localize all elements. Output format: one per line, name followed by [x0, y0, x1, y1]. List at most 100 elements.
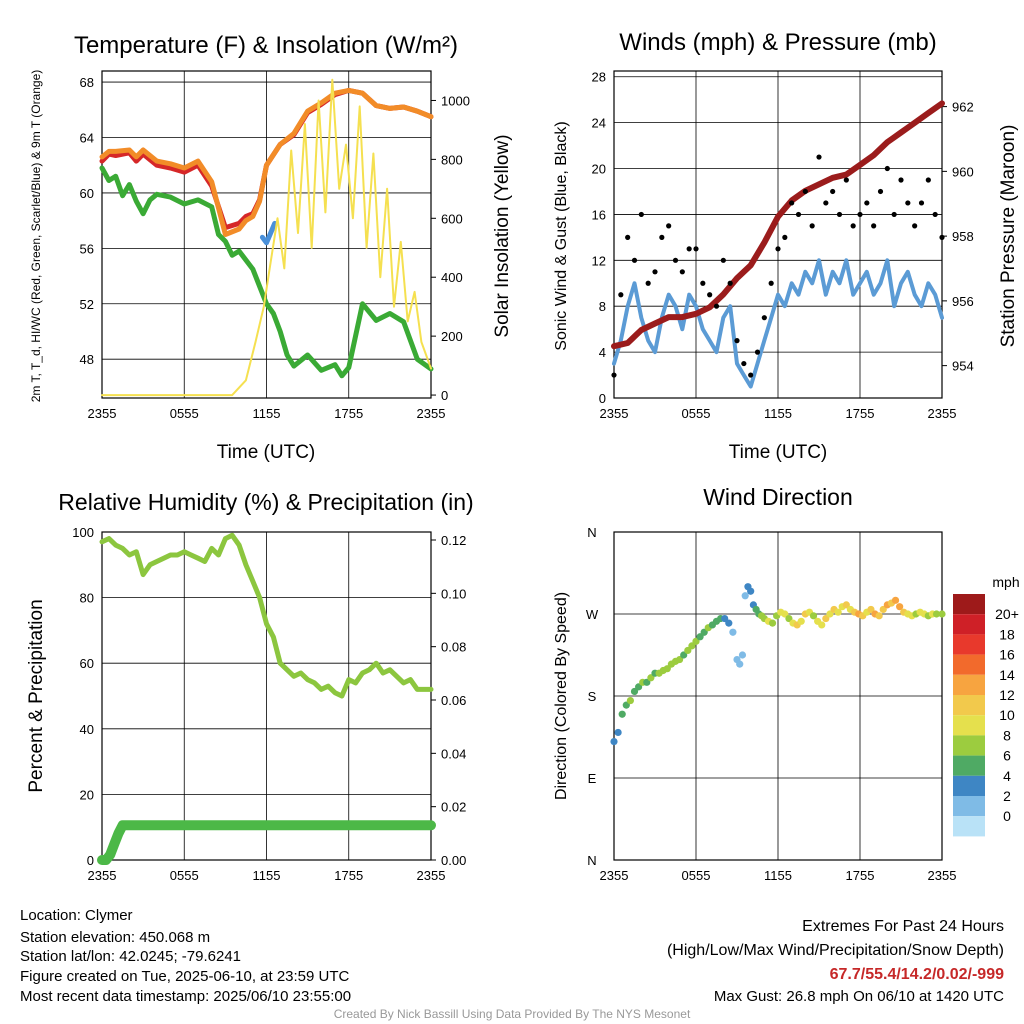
dir-y-axis-label-left: Direction (Colored By Speed) [553, 592, 570, 800]
dir-point [747, 587, 755, 595]
wind-y-axis-label-left: Sonic Wind & Gust (Blue, Black) [553, 121, 570, 350]
rh-y-tick-label-left: 40 [80, 722, 94, 737]
wind-y-tick-label-right: 960 [952, 164, 974, 179]
wind-y-tick-label-left: 28 [592, 70, 606, 85]
wind-x-axis-label: Time (UTC) [729, 442, 828, 463]
temp-chart-title: Temperature (F) & Insolation (W/m²) [74, 32, 458, 59]
temp-y-tick-label-left: 56 [80, 241, 94, 256]
temp-x-tick-label: 1755 [334, 406, 363, 421]
dir-point [738, 651, 747, 659]
legend-swatch [953, 634, 985, 655]
legend-swatch [953, 594, 985, 615]
legend-swatch [953, 715, 985, 736]
dir-point [797, 617, 805, 625]
dir-y-tick-label: N [587, 853, 596, 868]
rh-y-tick-label-left: 0 [87, 853, 94, 868]
wind-gust-point [789, 200, 795, 206]
dir-point [875, 612, 883, 620]
wind-gust-point [809, 223, 815, 229]
dir-x-tick-label: 2355 [600, 868, 629, 883]
wind-gust-point [823, 200, 829, 206]
wind-gust-point [618, 292, 624, 298]
temp-y-tick-label-left: 48 [80, 352, 94, 367]
temp-x-tick-label: 1155 [253, 406, 281, 421]
wind-gust-point [864, 200, 870, 206]
wind-gust-point [720, 257, 726, 263]
dir-point [736, 660, 744, 668]
wind-y-axis-label-right: Station Pressure (Maroon) [998, 125, 1019, 348]
rh-series-line-0 [99, 532, 434, 699]
wind-x-tick-label: 2355 [928, 406, 957, 421]
temp-x-tick-label: 2355 [88, 406, 117, 421]
rh-y-tick-label-left: 100 [72, 525, 94, 540]
temp-x-tick-label: 2355 [417, 406, 446, 421]
legend-swatch [953, 674, 985, 695]
wind-gust-point [816, 154, 822, 160]
dir-point [896, 603, 904, 611]
wind-y-tick-label-right: 962 [952, 100, 974, 115]
dir-point [610, 737, 618, 746]
temp-y-axis-label-right: Solar Insolation (Yellow) [492, 134, 513, 337]
temp-y-tick-label-right: 600 [441, 211, 463, 226]
dir-point [891, 596, 900, 604]
wind-gust-point [625, 234, 631, 240]
dir-point [834, 608, 842, 616]
wind-gust-point [611, 372, 617, 378]
wind-gust-point [795, 211, 802, 218]
legend-label: 0 [1003, 808, 1011, 824]
temp-y-tick-label-right: 0 [441, 388, 448, 403]
temp-x-tick-label: 0555 [170, 406, 199, 421]
rh-y-tick-label-left: 80 [80, 591, 94, 606]
dir-x-tick-label: 1155 [764, 868, 792, 883]
rh-series-line-1 [97, 820, 436, 865]
wind-gust-point [912, 223, 918, 229]
dir-point [938, 610, 946, 618]
dir-point [626, 696, 635, 705]
wind-gust-point [734, 338, 740, 344]
legend-title: mph [992, 574, 1019, 590]
temp-series-line-3 [259, 220, 278, 246]
legend-label: 6 [1003, 748, 1011, 764]
wind-gust-point [768, 280, 774, 286]
wind-gust-point [898, 177, 904, 183]
rh-y-tick-label-left: 20 [80, 787, 94, 802]
dir-point [725, 619, 733, 627]
wind-gust-point [932, 211, 938, 218]
credit-line: Created By Nick Bassill Using Data Provi… [333, 1007, 691, 1021]
wind-gust-point [638, 211, 644, 218]
wind-gust-point [850, 223, 856, 229]
rh-y-tick-label-right: 0.12 [441, 533, 466, 548]
wind-gust-point [748, 372, 754, 378]
dir-chart-title: Wind Direction [703, 484, 853, 510]
wind-gust-point [741, 360, 747, 367]
wind-gust-point [925, 177, 931, 183]
extremes-subtitle: (High/Low/Max Wind/Precipitation/Snow De… [666, 942, 1004, 959]
wind-gust-point [672, 257, 679, 263]
wind-x-tick-label: 1755 [846, 406, 875, 421]
wind-gust-point [905, 200, 911, 206]
extremes-gust: Max Gust: 26.8 mph On 06/10 at 1420 UTC [713, 988, 1004, 1005]
info-elevation: Station elevation: 450.068 m [20, 929, 211, 946]
rh-y-tick-label-right: 0.04 [441, 746, 466, 761]
rh-y-tick-label-right: 0.06 [441, 693, 466, 708]
temp-y-tick-label-right: 1000 [441, 93, 470, 108]
wind-y-tick-label-left: 12 [592, 253, 606, 268]
legend-swatch [953, 755, 985, 776]
legend-label: 20+ [995, 606, 1019, 622]
wind-gust-point [871, 223, 877, 229]
wind-gust-point [918, 200, 925, 206]
extremes-values: 67.7/55.4/14.2/0.02/-999 [829, 966, 1004, 983]
wind-gust-point [659, 234, 665, 240]
wind-gust-point [686, 246, 692, 252]
legend-label: 8 [1003, 727, 1011, 743]
legend-swatch [953, 654, 985, 675]
rh-x-tick-label: 2355 [88, 868, 117, 883]
wind-series-line-0 [612, 258, 944, 389]
wind-gust-point [836, 211, 843, 218]
wind-gust-point [700, 280, 706, 286]
rh-y-tick-label-right: 0.02 [441, 800, 466, 815]
temp-x-axis-label: Time (UTC) [217, 442, 316, 463]
wind-gust-point [727, 280, 733, 286]
wind-y-tick-label-right: 954 [952, 359, 974, 374]
